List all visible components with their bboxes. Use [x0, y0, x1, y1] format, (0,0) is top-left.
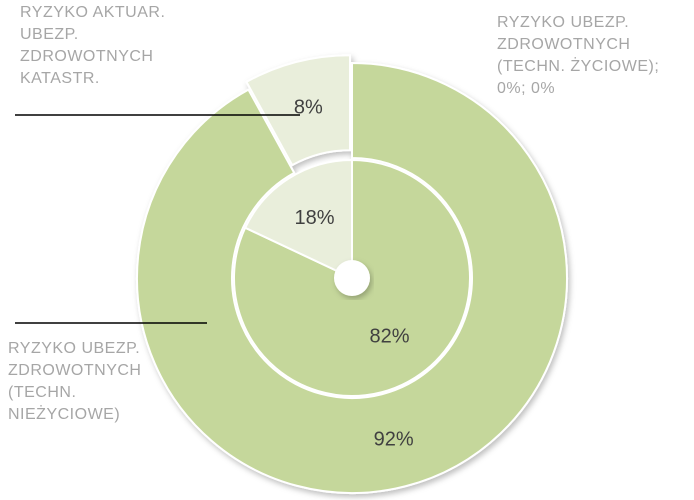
ring — [233, 158, 471, 397]
ring — [136, 54, 568, 494]
category-label: RYZYKO AKTUAR. UBEZP. ZDROWOTNYCH KATAST… — [20, 4, 166, 87]
value-label: 92% — [374, 429, 414, 451]
slice — [243, 158, 353, 280]
value-label: 18% — [294, 207, 334, 229]
slice — [245, 54, 352, 167]
hole — [334, 260, 370, 296]
category-label: RYZYKO UBEZP. ZDROWOTNYCH (TECHN. ŻYCIOW… — [497, 14, 660, 97]
value-label: 8% — [294, 96, 323, 118]
value-label: 82% — [369, 325, 409, 347]
slice — [136, 61, 568, 494]
slice — [233, 158, 471, 397]
category-label: RYZYKO UBEZP. ZDROWOTNYCH (TECHN. NIEŻYC… — [8, 340, 142, 423]
